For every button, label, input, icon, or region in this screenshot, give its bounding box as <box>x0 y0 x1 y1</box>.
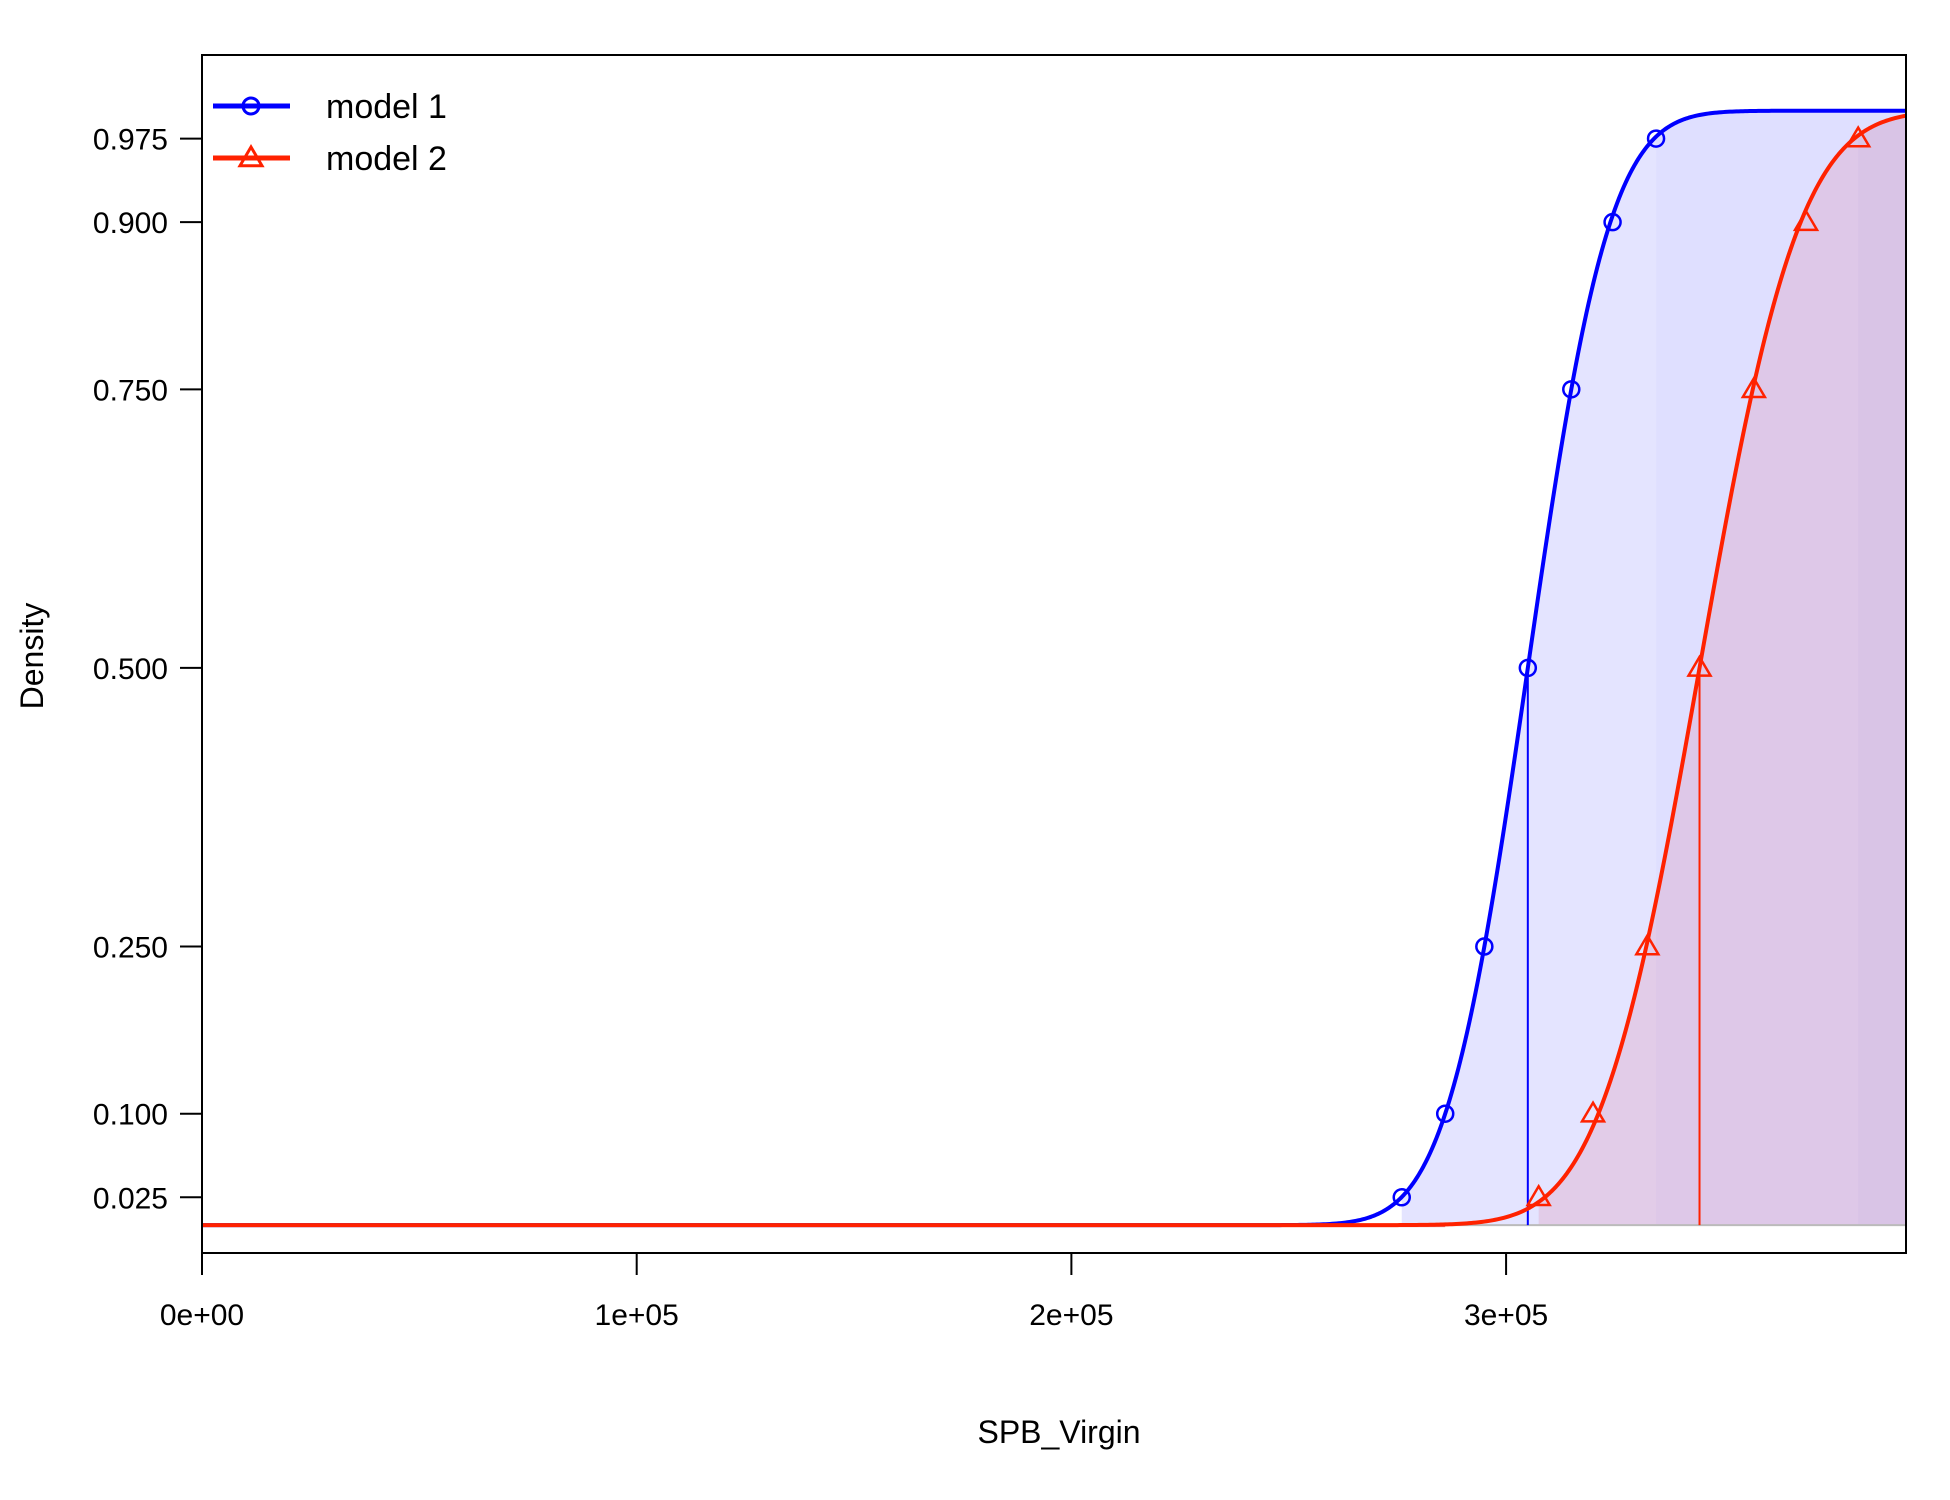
y-tick-label: 0.900 <box>93 207 168 240</box>
y-tick-label: 0.975 <box>93 124 168 157</box>
x-axis: 0e+00 1e+05 2e+05 3e+05 <box>160 1252 1548 1332</box>
x-tick-label: 1e+05 <box>595 1299 679 1332</box>
marker-triangle <box>1844 125 1872 148</box>
median-lines <box>1526 667 1701 1226</box>
x-tick-label: 2e+05 <box>1029 1299 1113 1332</box>
marker-circle <box>1562 380 1581 399</box>
tail-fill-1 <box>1656 110 1906 1226</box>
marker-circle <box>1518 658 1538 678</box>
x-tick-label: 3e+05 <box>1464 1299 1548 1332</box>
y-tick-label: 0.500 <box>93 653 168 686</box>
y-axis: 0.025 0.100 0.250 0.500 0.750 0.900 0.975 <box>93 124 203 1215</box>
marker-triangle <box>1579 1100 1607 1123</box>
tail-fill-2 <box>1858 115 1906 1226</box>
marker-circle <box>1646 129 1666 148</box>
quantile-markers <box>1392 125 1872 1207</box>
interval-fill-1 <box>1401 136 1657 1226</box>
y-tick-label: 0.100 <box>93 1099 168 1132</box>
legend-marker-circle <box>241 96 261 116</box>
marker-circle <box>1435 1104 1455 1123</box>
y-tick-label: 0.025 <box>93 1182 168 1215</box>
marker-triangle <box>1686 654 1713 677</box>
y-axis-title: Density <box>14 603 50 710</box>
marker-circle <box>1603 212 1622 232</box>
marker-circle <box>1392 1188 1412 1207</box>
cdf-line-2 <box>202 113 1907 1228</box>
x-axis-title: SPB_Virgin <box>977 1414 1140 1450</box>
x-tick-label: 0e+00 <box>160 1299 244 1332</box>
cdf-curves <box>202 108 1907 1228</box>
marker-triangle <box>1525 1183 1552 1207</box>
y-tick-label: 0.250 <box>93 932 168 965</box>
y-tick-label: 0.750 <box>93 374 168 407</box>
legend: model 1 model 2 <box>213 88 447 178</box>
interval-fills <box>1401 110 1906 1226</box>
marker-triangle <box>1740 375 1768 399</box>
marker-circle <box>1475 937 1494 956</box>
legend-marker-triangle <box>237 144 265 168</box>
marker-triangle <box>1634 933 1661 956</box>
legend-label-2: model 2 <box>326 140 447 178</box>
marker-triangle <box>1792 208 1820 232</box>
legend-label-1: model 1 <box>326 88 447 126</box>
